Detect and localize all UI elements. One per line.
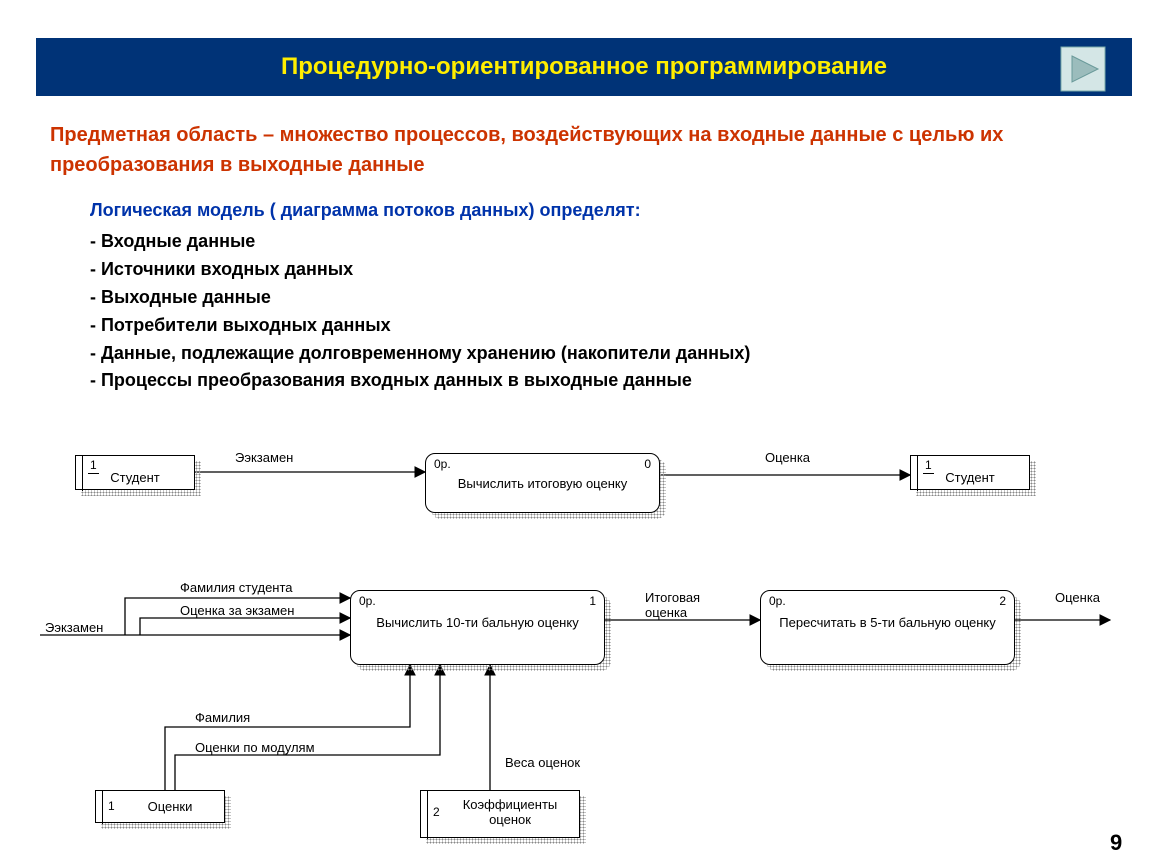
node-proc2: 0р.2Пересчитать в 5-ти бальную оценку [760, 590, 1015, 665]
node-stud1: 1Студент [75, 455, 195, 490]
page-number: 9 [1110, 830, 1122, 856]
edge-label: Оценка за экзамен [180, 603, 294, 618]
edge-label: Фамилия [195, 710, 250, 725]
node-store2: 2Коэффициенты оценок [420, 790, 580, 838]
edge-label: Фамилия студента [180, 580, 293, 595]
node-proc1: 0р.1Вычислить 10-ти бальную оценку [350, 590, 605, 665]
edge-label: Ээкзамен [235, 450, 293, 465]
edge-label: Оценки по модулям [195, 740, 315, 755]
edge-label: Итоговаяоценка [645, 590, 700, 620]
edge-label: Оценка [765, 450, 810, 465]
flow-edges [0, 0, 1150, 864]
edge-label: Оценка [1055, 590, 1100, 605]
edge-label: Ээкзамен [45, 620, 103, 635]
node-store1: 1Оценки [95, 790, 225, 823]
node-proc0: 0р.0Вычислить итоговую оценку [425, 453, 660, 513]
node-stud2: 1Студент [910, 455, 1030, 490]
edge-label: Веса оценок [505, 755, 580, 770]
